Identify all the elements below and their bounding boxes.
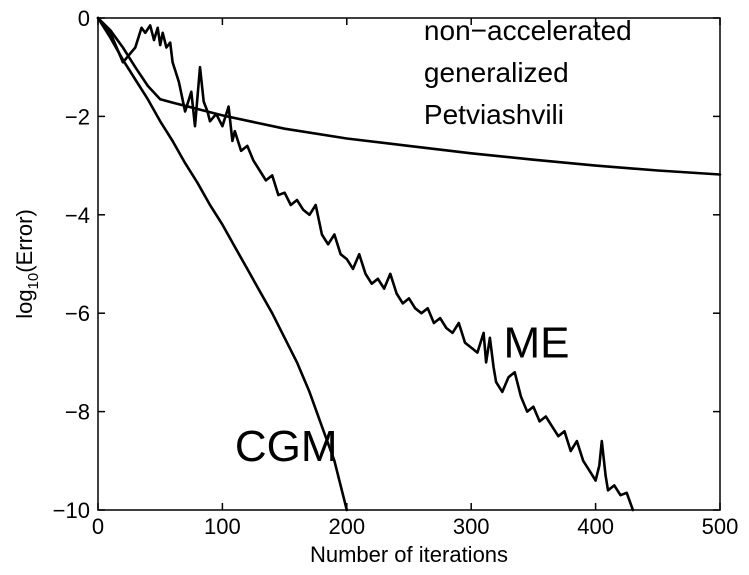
annotation-petviashvili: Petviashvili <box>424 99 564 130</box>
y-tick-label: −10 <box>53 498 90 523</box>
x-tick-label: 100 <box>204 514 241 539</box>
series-line-cgm <box>96 16 349 512</box>
axes-box <box>97 17 721 511</box>
y-axis-label-subscript: 10 <box>25 273 42 290</box>
x-tick-label: 500 <box>702 514 739 539</box>
x-tick-label: 400 <box>577 514 614 539</box>
x-axis-label: Number of iterations <box>310 542 508 567</box>
annotation-cgm: CGM <box>235 422 338 471</box>
y-tick-label: −8 <box>65 400 90 425</box>
annotation-generalized: generalized <box>424 57 569 88</box>
annotation-layer: non−accelerated generalized Petviashvili ME… <box>235 15 632 471</box>
plot-area: 0 100 200 300 400 500 0 −2 −4 −6 −8 −10 non−acceler… <box>53 6 739 539</box>
ticks-layer: 0 100 200 300 400 500 0 −2 −4 −6 −8 −10 <box>53 6 739 539</box>
series-line-non-accelerated-generalized-petviashvili <box>96 16 722 176</box>
x-tick-label: 300 <box>453 514 490 539</box>
series-line-me <box>96 16 635 512</box>
y-tick-label: −6 <box>65 301 90 326</box>
annotation-non-accelerated: non−accelerated <box>424 15 632 46</box>
x-tick-label: 200 <box>328 514 365 539</box>
y-axis-label-base: log <box>12 289 37 318</box>
y-axis-label: log10(Error) <box>12 209 42 319</box>
y-tick-label: 0 <box>78 6 90 31</box>
y-axis-label-rest: (Error) <box>12 209 37 273</box>
x-tick-label: 0 <box>92 514 104 539</box>
annotation-me: ME <box>504 318 570 367</box>
y-tick-label: −2 <box>65 104 90 129</box>
y-tick-label: −4 <box>65 203 90 228</box>
series-layer <box>96 16 722 512</box>
